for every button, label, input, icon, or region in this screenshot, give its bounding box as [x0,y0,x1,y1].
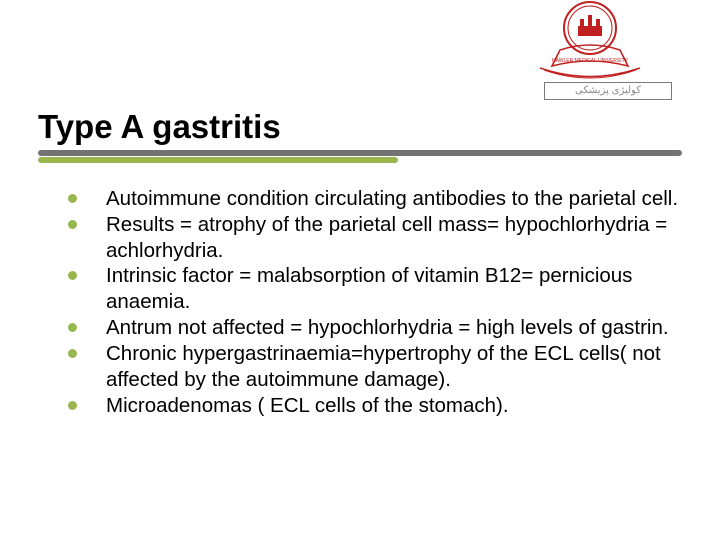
list-item: Antrum not affected = hypochlorhydria = … [68,315,680,341]
bullet-text: Autoimmune condition circulating antibod… [106,187,678,210]
title-underline [38,150,682,164]
bullet-dot-icon [68,220,77,229]
list-item: Intrinsic factor = malabsorption of vita… [68,263,680,315]
bullet-dot-icon [68,271,77,280]
content-area: Autoimmune condition circulating antibod… [68,186,680,418]
underline-dark-bar [38,150,682,156]
logo-area: HAWLER MEDICAL UNIVERSITY كوليژى پزيشكى [480,0,700,100]
bullet-text: Chronic hypergastrinaemia=hypertrophy of… [106,342,661,391]
list-item: Microadenomas ( ECL cells of the stomach… [68,393,680,419]
slide-page: HAWLER MEDICAL UNIVERSITY كوليژى پزيشكى … [0,0,720,540]
bullet-text: Results = atrophy of the parietal cell m… [106,213,667,262]
university-emblem-icon: HAWLER MEDICAL UNIVERSITY [500,0,680,82]
bullet-text: Antrum not affected = hypochlorhydria = … [106,316,669,339]
list-item: Chronic hypergastrinaemia=hypertrophy of… [68,341,680,393]
bullet-dot-icon [68,323,77,332]
list-item: Autoimmune condition circulating antibod… [68,186,680,212]
bullet-text: Intrinsic factor = malabsorption of vita… [106,264,632,313]
bullet-dot-icon [68,401,77,410]
slide-title: Type A gastritis [38,108,682,146]
bullet-dot-icon [68,349,77,358]
emblem-caption: كوليژى پزيشكى [544,82,672,100]
bullet-list: Autoimmune condition circulating antibod… [68,186,680,418]
emblem-banner-text: HAWLER MEDICAL UNIVERSITY [552,58,629,64]
underline-accent-bar [38,157,398,163]
bullet-dot-icon [68,194,77,203]
list-item: Results = atrophy of the parietal cell m… [68,212,680,264]
bullet-text: Microadenomas ( ECL cells of the stomach… [106,394,509,417]
